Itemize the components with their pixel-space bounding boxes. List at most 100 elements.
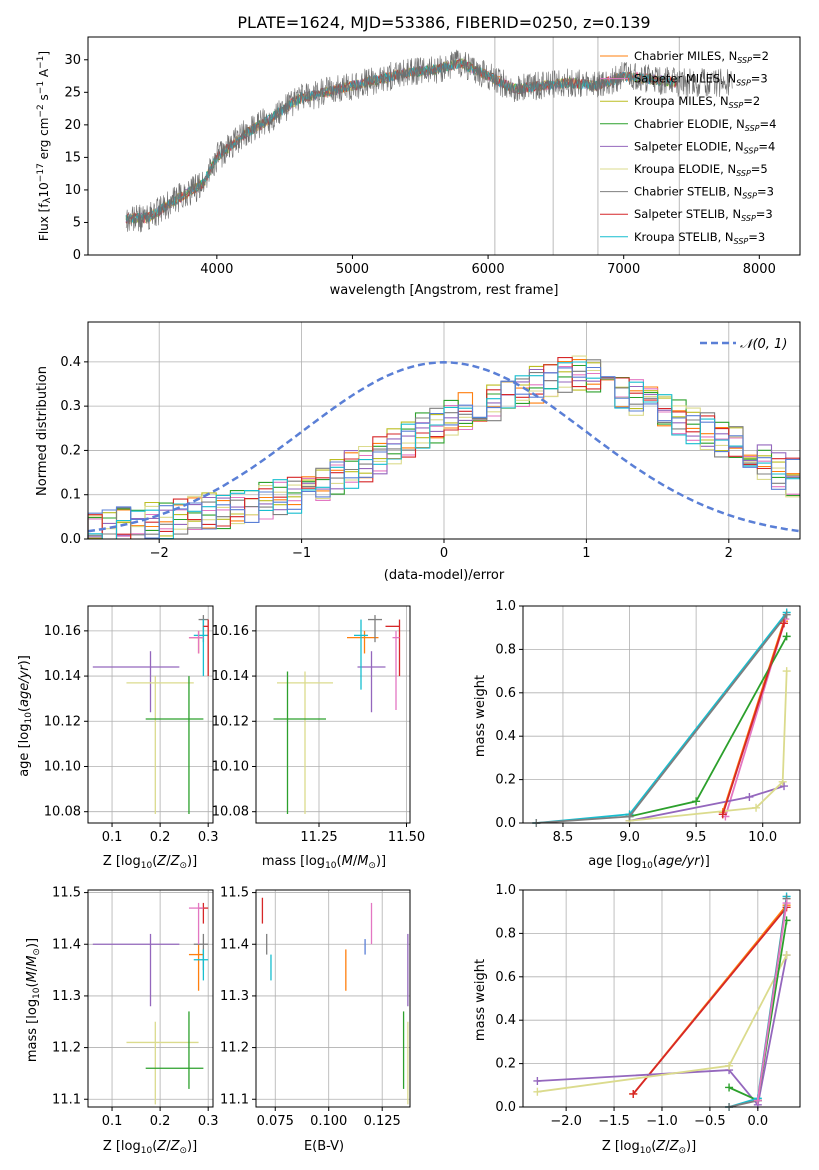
weight_vs_age-xtick-label: 10.0 [748,830,777,845]
spectrum-xtick-label: 7000 [607,262,640,277]
weight_vs_age-series-marker [782,632,791,641]
age_vs_Z-ytick-label: 10.14 [44,669,81,684]
weight_vs_Z-series-marker [533,1087,542,1096]
age_vs_Z-frame [87,605,214,824]
residual-histogram [87,366,800,539]
weight_vs_Z-ytick-label: 0.8 [495,926,516,941]
residual-xtick-label: 1 [582,546,590,561]
spectrum-ytick-label: 0 [73,248,81,263]
mass_vs_ebv-panel: 0.075 0.100 0.125 11.1 11.2 11.3 11.4 11.5 [220,886,411,1129]
weight_vs_Z-panel: −2.0 −1.5 −1.0 −0.5 0.0 0.0 0.2 0.4 0.6 0.8 1.0 [495,883,801,1129]
spectrum-xtick-label: 6000 [472,262,505,277]
mass_vs_ebv-ytick-label: 11.2 [220,1041,249,1056]
weight_vs_age-panel: 8.5 9.0 9.5 10.0 0.0 0.2 0.4 0.6 0.8 1.0 [495,599,801,845]
mass_vs_Z-frame [87,889,214,1108]
weightz-xlabel: Z [log10(Z/Z⊙)] [602,1139,696,1156]
spectrum-legend-label: Chabrier ELODIE, NSSP=4 [634,117,776,133]
spectrum-ytick-label: 5 [73,215,81,230]
age_vs_Z-ytick-label: 10.08 [44,805,81,820]
mass_vs_ebv-ytick-label: 11.5 [220,886,249,901]
weight_vs_Z-ytick-label: 1.0 [495,883,516,898]
massz-xlabel: Z [log10(Z/Z⊙)] [103,1139,197,1156]
weight_vs_Z-series-marker [725,1083,734,1092]
weight_vs_age-series-line [536,611,788,824]
age_vs_mass-ytick-label: 10.14 [212,669,249,684]
weight_vs_age-xtick-label: 9.5 [686,830,707,845]
mass_vs_Z-xtick-label: 0.3 [198,1114,219,1129]
mass_vs_ebv-ytick-label: 11.3 [220,989,249,1004]
age_vs_mass-frame [255,605,411,824]
age_vs_Z-ytick-label: 10.10 [44,759,81,774]
massebv-xlabel: E(B-V) [304,1139,344,1154]
residual-legend: 𝒩(0, 1) [700,337,787,352]
spectrum-legend-label: Kroupa MILES, NSSP=2 [634,94,760,110]
weightage-xlabel: age [log10(age/yr)] [588,854,710,871]
weight_vs_age-ytick-label: 0.0 [495,816,516,831]
weight_vs_Z-series-marker [753,1096,762,1105]
mass_vs_Z-panel: 0.1 0.2 0.3 11.1 11.2 11.3 11.4 11.5 [52,886,218,1129]
weight_vs_Z-series-marker [782,951,791,960]
spectrum-ytick-label: 25 [64,85,81,100]
weight_vs_Z-xtick-label: −1.0 [646,1114,678,1129]
residual-xtick-label: −1 [292,546,311,561]
agez-xlabel: Z [log10(Z/Z⊙)] [103,854,197,871]
weight_vs_Z-series-marker [782,899,791,908]
weight_vs_Z-series-marker [629,1089,638,1098]
weight_vs_age-series-line [629,635,788,818]
spectrum-legend-label: Chabrier MILES, NSSP=2 [634,49,769,65]
weight_vs_age-series-marker [692,797,701,806]
weight_vs_age-series-line [536,614,788,824]
mass_vs_Z-ytick-label: 11.1 [52,1092,81,1107]
weight_vs_Z-xtick-label: −2.0 [550,1114,582,1129]
age_vs_Z-xtick-label: 0.1 [102,830,123,845]
mass_vs_Z-xtick-label: 0.1 [102,1114,123,1129]
spectrum-legend-label: Salpeter ELODIE, NSSP=4 [634,139,775,155]
weight_vs_age-series-marker [780,782,789,791]
weight_vs_Z-series-line [537,954,788,1107]
mass_vs_Z-ytick-label: 11.3 [52,989,81,1004]
weight_vs_Z-ytick-label: 0.6 [495,970,516,985]
spectrum-legend: Chabrier MILES, NSSP=2 Salpeter MILES, NS… [600,49,776,246]
residual-ylabel: Normed distribution [35,366,50,496]
weight_vs_age-series-marker [745,792,754,801]
residual-ytick-label: 0.3 [60,399,81,414]
mass_vs_Z-ytick-label: 11.5 [52,886,81,901]
age_vs_Z-xtick-label: 0.2 [150,830,171,845]
agez-ylabel: age [log10(age/yr)] [17,655,34,777]
spectrum-xtick-label: 5000 [336,262,369,277]
weight_vs_age-series-marker [718,810,727,819]
age_vs_mass-panel: 11.25 11.50 10.08 10.10 10.12 10.14 10.16 [212,605,425,845]
normal-curve [87,361,801,533]
spectrum-frame [87,36,801,256]
residual-xtick-label: −2 [150,546,169,561]
age_vs_mass-xtick-label: 11.50 [388,830,425,845]
residual-histograms [87,355,801,540]
weight_vs_age-series-marker [752,803,761,812]
spectrum-legend-label: Salpeter STELIB, NSSP=3 [634,207,773,223]
spectrum-legend-label: Salpeter MILES, NSSP=3 [634,72,768,88]
weight_vs_age-frame [522,605,801,824]
weight_vs_age-ytick-label: 1.0 [495,599,516,614]
residual-ytick-label: 0.4 [60,355,81,370]
spectrum-xlabel: wavelength [Angstrom, rest frame] [330,283,559,298]
spectrum-ylabel: Flux [fλ10−17 erg cm−2 s−1 A−1] [36,51,53,241]
weight_vs_Z-xtick-label: 0.0 [747,1114,768,1129]
age_vs_mass-ytick-label: 10.10 [212,759,249,774]
spectrum-legend-label: Chabrier STELIB, NSSP=3 [634,185,774,201]
weight_vs_Z-ytick-label: 0.0 [495,1100,516,1115]
weight_vs_age-series-line [721,623,785,815]
weight_vs_age-series-marker [782,667,791,676]
residual-xtick-label: 0 [440,546,448,561]
spectrum-data-line [125,49,733,233]
massz-ylabel: mass [log10(M/M⊙)] [25,938,42,1062]
age_vs_mass-ytick-label: 10.08 [212,805,249,820]
spectrum-ytick-label: 20 [64,118,81,133]
age_vs_Z-xtick-label: 0.3 [198,830,219,845]
age_vs_Z-ytick-label: 10.16 [44,624,81,639]
spectrum-xtick-label: 8000 [743,262,776,277]
figure-title: PLATE=1624, MJD=53386, FIBERID=0250, z=0… [237,13,650,32]
residual-ytick-label: 0.1 [60,488,81,503]
agemass-xlabel: mass [log10(M/M⊙)] [262,854,386,871]
residual-xlabel: (data-model)/error [384,568,505,583]
weight_vs_age-xtick-label: 8.5 [553,830,574,845]
